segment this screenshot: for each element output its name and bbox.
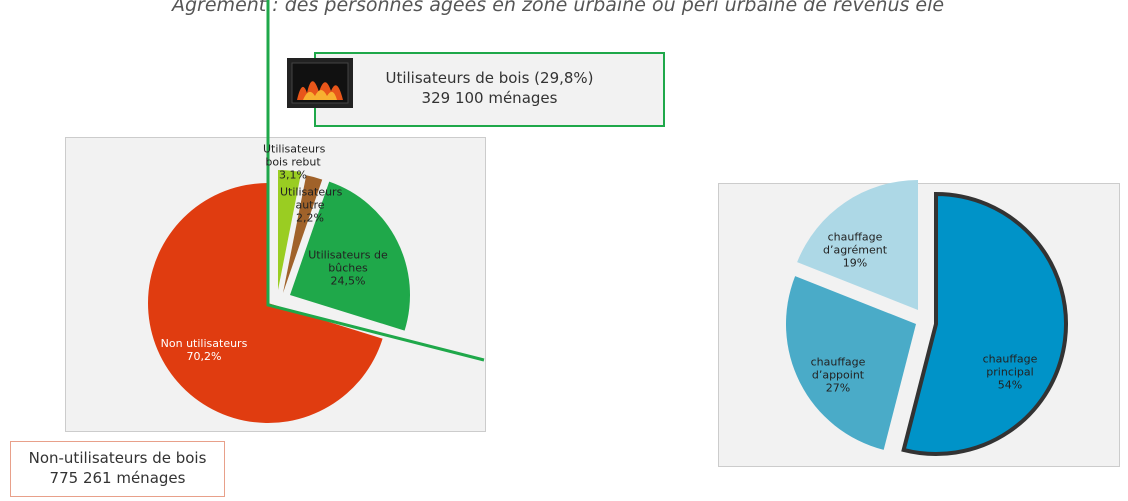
slice-label: chauffage d’agrément 19% (810, 231, 900, 270)
slice-name: Non utilisateurs (160, 337, 248, 350)
slice-value: 24,5% (330, 274, 366, 288)
callout-line: 775 261 ménages (49, 469, 186, 487)
slice-label: Utilisateurs bois rebut 3,1% (263, 142, 326, 182)
slice-value: 27% (825, 381, 851, 395)
connector-line (266, 0, 485, 362)
slice-label: chauffage principal 54% (965, 353, 1055, 392)
users-callout: Utilisateurs de bois (29,8%) 329 100 mén… (314, 52, 665, 127)
pie-slice (797, 180, 918, 310)
slice-label: Non utilisateurs 70,2% (159, 337, 249, 363)
slice-value: 54% (997, 378, 1023, 392)
callout-line: 329 100 ménages (421, 89, 558, 107)
slice-name: chauffage d’appoint (810, 355, 866, 382)
slice-name: Utilisateurs autre (280, 185, 343, 212)
slice-name: Utilisateurs de bûches (308, 248, 388, 275)
pie-slice (785, 276, 916, 450)
slice-value: 2,2% (296, 211, 324, 225)
fireplace-icon (287, 58, 353, 108)
slice-value: 70,2% (186, 350, 222, 363)
callout-line: Non-utilisateurs de bois (28, 449, 207, 467)
slice-name: chauffage principal (982, 352, 1038, 379)
slice-label: Utilisateurs de bûches 24,5% (308, 249, 388, 288)
pie-slice (283, 175, 323, 293)
slice-value: 19% (842, 256, 868, 270)
slice-name: Utilisateurs bois rebut (263, 142, 326, 169)
pie-slice (148, 183, 383, 423)
pie-slice (290, 181, 410, 331)
non-users-callout: Non-utilisateurs de bois 775 261 ménages (10, 441, 225, 497)
header-text: Agrément : des personnes âgées en zone u… (172, 0, 945, 16)
callout-line: Utilisateurs de bois (29,8%) (385, 69, 594, 87)
pie-slice (901, 191, 1068, 456)
slice-value: 3,1% (279, 168, 307, 182)
slice-name: chauffage d’agrément (822, 230, 888, 257)
slice-label: chauffage d’appoint 27% (793, 356, 883, 395)
slice-label: Utilisateurs autre 2,2% (280, 185, 343, 225)
pie-slice (278, 170, 302, 290)
